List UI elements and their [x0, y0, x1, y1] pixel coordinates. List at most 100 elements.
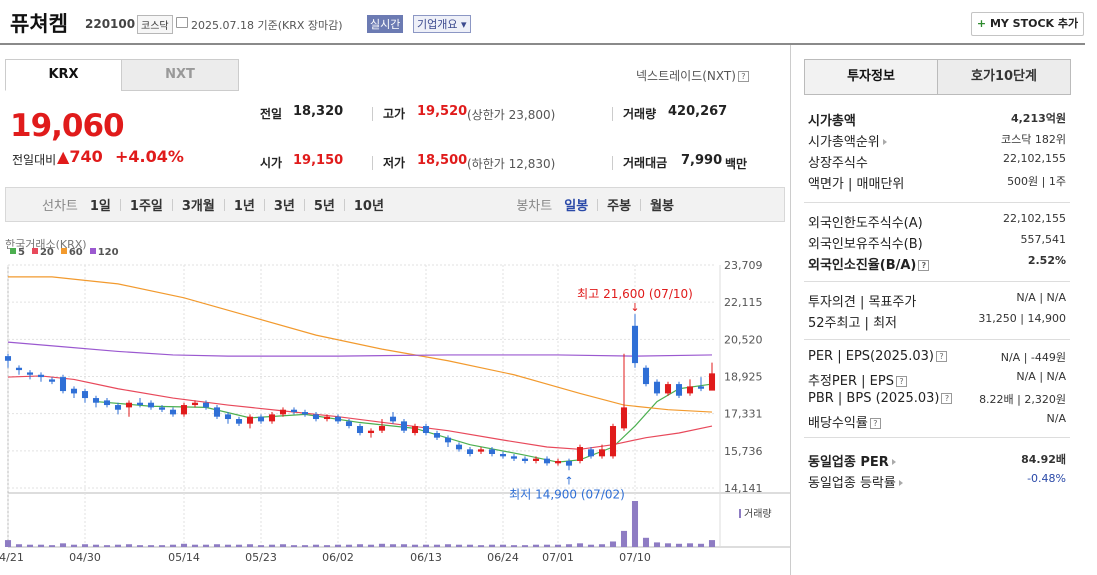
- volume-label: 거래량: [623, 107, 657, 121]
- live-badge[interactable]: 실시간: [367, 15, 404, 33]
- invest-row[interactable]: 외국인소진율(B/A)? 2.52%: [808, 254, 1066, 273]
- x-tick-label: 04/30: [69, 551, 101, 564]
- invest-row[interactable]: PBR | BPS (2025.03)? 8.22배 | 2,320원: [808, 391, 1066, 407]
- legend-ma5: 5: [18, 247, 25, 258]
- divider: [612, 156, 613, 170]
- candle-chart-label[interactable]: 봉차트: [516, 199, 553, 214]
- tab-krx[interactable]: KRX: [5, 59, 122, 91]
- period-3y[interactable]: 3년: [273, 199, 295, 214]
- volume-bar: [180, 543, 188, 547]
- invest-row-value: 557,541: [1020, 233, 1067, 246]
- help-icon[interactable]: ?: [895, 376, 907, 387]
- up-arrow-icon: ↑: [564, 474, 573, 487]
- invest-row-value: 500원 | 1주: [1007, 175, 1066, 188]
- help-icon[interactable]: ?: [935, 351, 947, 362]
- arrow-right-icon[interactable]: [882, 139, 887, 145]
- low-label: 저가: [383, 156, 406, 170]
- invest-row-key: 액면가 | 매매단위: [808, 177, 905, 192]
- volume-bar: [620, 530, 628, 547]
- candle-body: [290, 409, 298, 413]
- nxt-link-label: 넥스트레이드(NXT): [636, 69, 736, 83]
- y-tick-label: 22,115: [724, 296, 763, 309]
- line-chart-label[interactable]: 선차트: [42, 199, 78, 214]
- candle-body: [367, 430, 375, 434]
- invest-row[interactable]: 동일업종 PER 84.92배: [808, 451, 1066, 470]
- volume-legend-swatch: [739, 509, 741, 518]
- candle-monthly[interactable]: 월봉: [650, 199, 674, 214]
- period-5y[interactable]: 5년: [313, 199, 335, 214]
- volume-bar: [59, 543, 67, 547]
- candle-body: [114, 405, 122, 410]
- invest-row-value: N/A | N/A: [1016, 370, 1066, 383]
- invest-row[interactable]: 동일업종 등락률 -0.48%: [808, 472, 1066, 491]
- volume-bar: [334, 544, 342, 547]
- candle-body: [411, 426, 419, 434]
- volume-bar: [15, 544, 23, 547]
- candle-body: [642, 367, 650, 385]
- quote-date: 2025.07.18 기준(KRX 장마감): [191, 19, 343, 32]
- period-1d[interactable]: 1일: [89, 199, 111, 214]
- volume-bar: [345, 544, 353, 547]
- volume-bar: [268, 544, 276, 547]
- candle-body: [92, 398, 100, 403]
- candle-body: [686, 386, 694, 394]
- candle-body: [675, 384, 683, 396]
- help-icon[interactable]: ?: [869, 418, 881, 429]
- volume-bar: [279, 544, 287, 547]
- divider: [119, 198, 121, 211]
- period-1y[interactable]: 1년: [233, 199, 255, 214]
- amount-value: 7,990: [681, 153, 723, 168]
- divider: [263, 198, 265, 211]
- candle-body: [598, 449, 606, 457]
- header-divider: [0, 43, 1085, 45]
- arrow-right-icon[interactable]: [898, 480, 903, 486]
- invest-row-value: 코스닥 182위: [1001, 133, 1066, 146]
- volume-bar: [367, 544, 375, 547]
- my-stock-label: MY STOCK 추가: [989, 17, 1079, 30]
- period-1w[interactable]: 1주일: [129, 199, 163, 214]
- amount-unit: 백만: [725, 157, 748, 171]
- tab-nxt[interactable]: NXT: [121, 59, 239, 91]
- invest-row[interactable]: 시가총액순위 코스닥 182위: [808, 131, 1066, 150]
- volume-bar: [422, 544, 430, 547]
- help-icon[interactable]: ?: [918, 260, 930, 271]
- section-divider: [804, 339, 1070, 340]
- invest-row: 외국인한도주식수(A) 22,102,155: [808, 212, 1066, 231]
- tab-invest-info[interactable]: 투자정보: [804, 59, 938, 95]
- invest-row-value: 4,213억원: [1010, 112, 1066, 125]
- candle-body: [301, 412, 309, 415]
- company-overview-button[interactable]: 기업개요 ▾: [413, 15, 471, 33]
- period-10y[interactable]: 10년: [353, 199, 384, 214]
- volume-bar: [499, 544, 507, 547]
- stock-chart[interactable]: 23,709 22,115 20,520 18,925 17,331 15,736 14,1…: [0, 255, 790, 575]
- volume-bar: [81, 544, 89, 547]
- nxt-link[interactable]: 넥스트레이드(NXT)?: [636, 67, 749, 84]
- invest-row-value: 84.92배: [1021, 453, 1066, 466]
- candle-body: [455, 444, 463, 450]
- chart-period-bar: 선차트 1일 1주일 3개월 1년 3년 5년 10년 봉차트 일봉 주봉 월봉: [5, 187, 785, 222]
- legend-swatch: [31, 248, 38, 254]
- invest-row[interactable]: 배당수익률? N/A: [808, 412, 1066, 431]
- arrow-right-icon[interactable]: [891, 459, 896, 465]
- candle-body: [48, 379, 56, 382]
- candle-body: [444, 437, 452, 443]
- volume-bar: [609, 541, 617, 547]
- invest-row[interactable]: 추정PER | EPS? N/A | N/A: [808, 370, 1066, 389]
- candle-body: [246, 416, 254, 424]
- help-icon[interactable]: ?: [737, 71, 749, 82]
- candle-body: [59, 377, 67, 392]
- tab-order-book[interactable]: 호가10단계: [937, 59, 1071, 95]
- invest-row[interactable]: PER | EPS(2025.03)? N/A | -449원: [808, 349, 1066, 365]
- candle-weekly[interactable]: 주봉: [607, 199, 632, 214]
- volume-bar: [301, 545, 309, 547]
- candle-body: [543, 458, 551, 464]
- my-stock-add-button[interactable]: + MY STOCK 추가: [971, 12, 1084, 36]
- candle-body: [664, 384, 672, 394]
- up-triangle-icon: ▲: [57, 147, 70, 166]
- help-icon[interactable]: ?: [941, 393, 953, 404]
- open-value: 19,150: [293, 153, 344, 168]
- x-tick-label: 07/10: [619, 551, 651, 564]
- candle-daily[interactable]: 일봉: [564, 199, 589, 214]
- period-3m[interactable]: 3개월: [181, 199, 215, 214]
- candle-body: [532, 458, 540, 461]
